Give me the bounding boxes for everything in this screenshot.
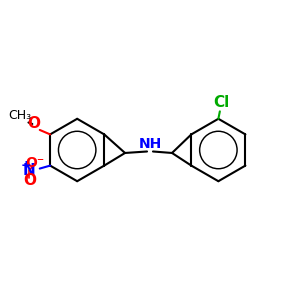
Text: O: O <box>27 116 40 131</box>
Text: +: + <box>20 158 31 172</box>
Text: N: N <box>23 163 36 178</box>
Text: CH₃: CH₃ <box>8 109 31 122</box>
Text: NH: NH <box>138 137 162 151</box>
Text: Cl: Cl <box>213 95 230 110</box>
Text: O: O <box>23 173 36 188</box>
Text: O⁻: O⁻ <box>26 156 45 170</box>
